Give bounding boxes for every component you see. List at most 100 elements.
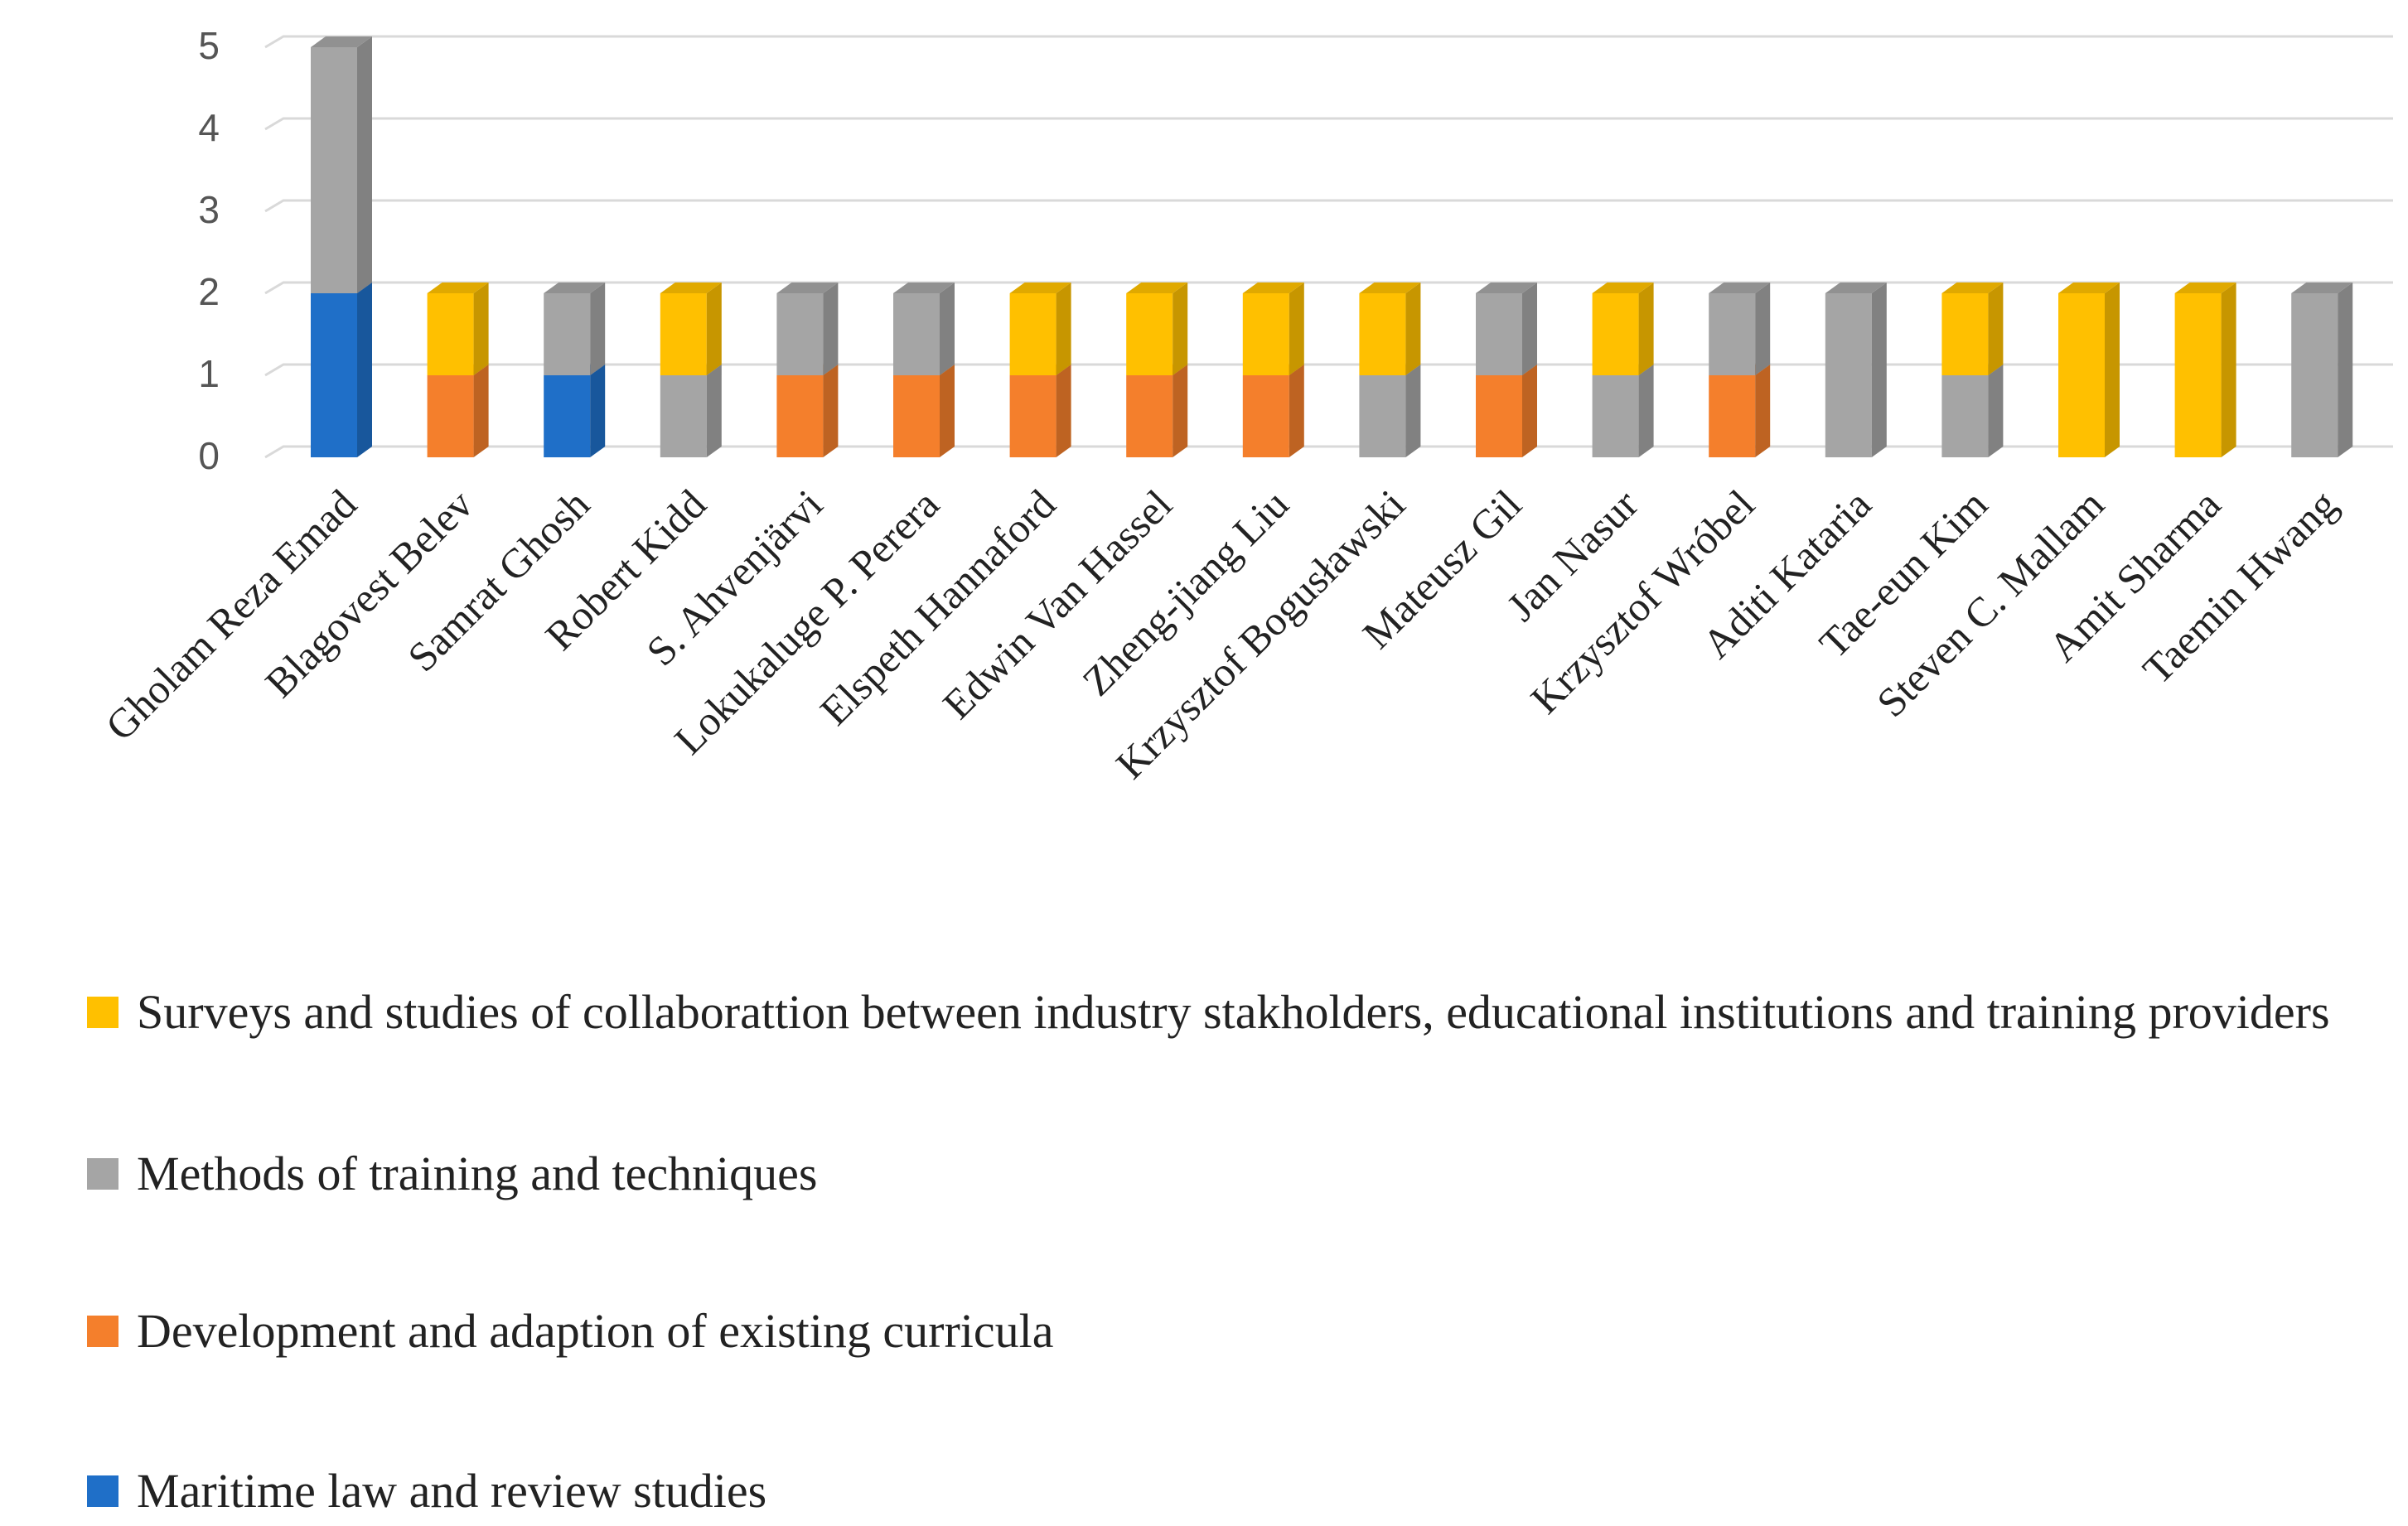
- bar-segment: [427, 375, 474, 457]
- bar-segment: [1242, 375, 1289, 457]
- y-tick-label: 1: [198, 352, 220, 395]
- bar-segment: [2291, 293, 2338, 457]
- y-tick-label: 5: [198, 24, 220, 67]
- bar-segment-top: [544, 283, 606, 293]
- x-tick-label: Blagovest Belev: [256, 480, 481, 706]
- y-tick-label: 3: [198, 188, 220, 231]
- bar-segment-side: [590, 283, 606, 375]
- bar-segment-top: [1941, 283, 2004, 293]
- bar-segment: [1941, 375, 1989, 457]
- bar-segment: [1592, 375, 1639, 457]
- bar-segment-side: [1173, 283, 1188, 375]
- bar-segment: [427, 293, 474, 375]
- bar-segment: [893, 293, 940, 375]
- bar-segment: [1709, 375, 1756, 457]
- legend-swatch-methods: [87, 1158, 118, 1190]
- bar-segment-side: [1871, 283, 1887, 457]
- bar-segment: [1009, 375, 1057, 457]
- legend-label-curricula: Development and adaption of existing cur…: [137, 1304, 1054, 1358]
- bar-segment: [544, 293, 591, 375]
- bar-segment: [2174, 293, 2222, 457]
- bar-segment-top: [893, 283, 955, 293]
- bar-segment-top: [2174, 283, 2236, 293]
- bar-segment-side: [357, 283, 372, 457]
- bar-segment-side: [1289, 365, 1304, 457]
- bar-segment-side: [1173, 365, 1188, 457]
- bar-segment: [1941, 293, 1989, 375]
- bar-segment-side: [1988, 365, 2004, 457]
- bar-segment-side: [1405, 283, 1421, 375]
- bar-segment: [544, 375, 591, 457]
- bar-segment-side: [2105, 283, 2120, 457]
- bar-segment-top: [1009, 283, 1071, 293]
- bar-segment: [1825, 293, 1872, 457]
- bar-segment: [776, 375, 824, 457]
- bar-segment: [1126, 375, 1173, 457]
- bar-segment: [2058, 293, 2105, 457]
- bar-segment-top: [660, 283, 722, 293]
- legend-swatch-maritime-law: [87, 1475, 118, 1507]
- bar-segment-side: [2221, 283, 2236, 457]
- bar-segment: [1359, 375, 1406, 457]
- bar-segment: [1126, 293, 1173, 375]
- bar-segment-side: [1988, 283, 2004, 375]
- bar-segment-side: [473, 283, 489, 375]
- bar-segment-side: [1522, 283, 1537, 375]
- bar-segment-side: [940, 365, 955, 457]
- gridline: [264, 35, 2393, 49]
- legend-label-surveys: Surveys and studies of collaborattion be…: [137, 985, 2330, 1039]
- bar-segment-side: [823, 365, 839, 457]
- bar-segment: [660, 293, 707, 375]
- bar-segment-top: [427, 283, 489, 293]
- bar-segment: [311, 47, 357, 293]
- y-tick-label: 4: [198, 106, 220, 149]
- bar-segment-side: [2338, 283, 2353, 457]
- gridline: [264, 363, 2393, 377]
- bar-segment-top: [1359, 283, 1421, 293]
- bar-segment: [1009, 293, 1057, 375]
- y-tick-label: 2: [198, 270, 220, 313]
- gridline: [264, 281, 2393, 295]
- legend-swatch-surveys: [87, 997, 118, 1028]
- y-tick-label: 0: [198, 434, 220, 477]
- bar-segment-side: [823, 283, 839, 375]
- bar-segment: [660, 375, 707, 457]
- bar-segment: [1476, 293, 1522, 375]
- legend-swatch-curricula: [87, 1316, 118, 1347]
- gridline: [264, 199, 2393, 213]
- bar-segment-top: [1242, 283, 1304, 293]
- bar-segment-side: [706, 283, 722, 375]
- bar-segment-side: [1056, 283, 1071, 375]
- bar-segment-side: [706, 365, 722, 457]
- bar-segment-side: [1289, 283, 1304, 375]
- bar-segment-side: [1405, 365, 1421, 457]
- bar-segment: [1476, 375, 1522, 457]
- bar-segment-side: [1638, 365, 1654, 457]
- bar-segment: [1359, 293, 1406, 375]
- bar-segment-top: [1709, 283, 1771, 293]
- gridline: [264, 445, 2393, 459]
- bar-segment-side: [1056, 365, 1071, 457]
- bar-segment-top: [1476, 283, 1537, 293]
- bar-segment: [1592, 293, 1639, 375]
- bar-segment: [776, 293, 824, 375]
- bar-segment-side: [1755, 365, 1771, 457]
- x-tick-label: Zheng-jiang Liu: [1073, 480, 1297, 704]
- bar-segment: [1242, 293, 1289, 375]
- bar-segment-side: [1638, 283, 1654, 375]
- bar-segment-top: [2058, 283, 2120, 293]
- bar-segment: [893, 375, 940, 457]
- bar-segment-side: [1522, 365, 1537, 457]
- bar-segment-top: [311, 36, 372, 47]
- gridline: [264, 117, 2393, 131]
- bar-segment-top: [1592, 283, 1654, 293]
- bar-segment-top: [1126, 283, 1188, 293]
- bar-segment-top: [776, 283, 839, 293]
- bar-segment-side: [940, 283, 955, 375]
- bar-segment: [311, 293, 357, 457]
- bar-segment-side: [357, 36, 372, 293]
- bar-segment: [1709, 293, 1756, 375]
- bar-segment-side: [473, 365, 489, 457]
